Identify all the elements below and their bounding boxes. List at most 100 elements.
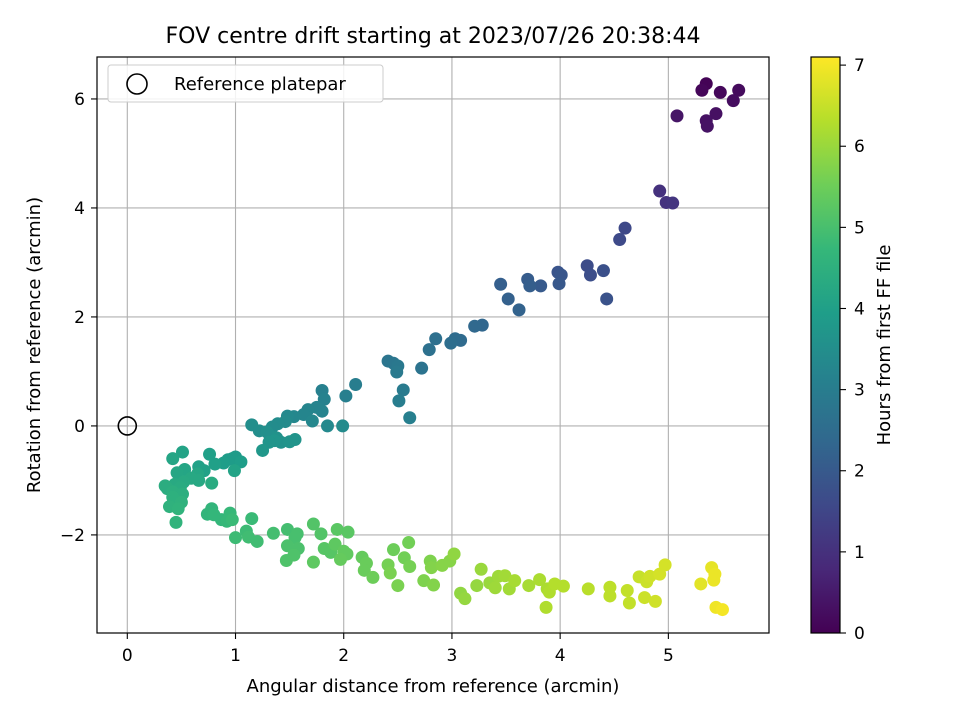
x-tick-label: 0 xyxy=(122,646,133,666)
scatter-point xyxy=(280,522,294,536)
scatter-point xyxy=(170,466,184,480)
scatter-point xyxy=(494,277,508,291)
scatter-point xyxy=(415,361,429,375)
scatter-point xyxy=(470,579,484,593)
colorbar: 0 1 2 3 4 5 6 7 Hours from first FF file xyxy=(810,56,895,644)
colorbar-ticks: 0 1 2 3 4 5 6 7 xyxy=(840,56,865,644)
scatter-point xyxy=(266,526,280,540)
scatter-point xyxy=(317,392,331,406)
scatter-point xyxy=(245,512,259,526)
reference-point xyxy=(117,416,138,436)
scatter-point xyxy=(208,457,222,471)
scatter-point xyxy=(583,268,597,282)
scatter-point xyxy=(534,279,548,293)
colorbar-tick-label: 3 xyxy=(854,381,865,401)
colorbar-tick-label: 0 xyxy=(854,624,865,644)
scatter-point xyxy=(498,569,512,583)
legend: Reference platepar xyxy=(107,64,384,103)
y-tick-label: 0 xyxy=(74,417,85,437)
scatter-point xyxy=(171,502,185,516)
scatter-point xyxy=(600,292,614,306)
scatter-point xyxy=(474,562,488,576)
scatter-point xyxy=(700,119,714,133)
scatter-point xyxy=(695,83,709,97)
scatter-point xyxy=(613,233,627,247)
scatter-point xyxy=(713,85,727,99)
legend-marker xyxy=(126,73,148,95)
plot-area: 0 1 2 3 4 5 −2 0 2 4 6 xyxy=(60,56,770,666)
scatter-point xyxy=(288,433,302,447)
y-axis-label: Rotation from reference (arcmin) xyxy=(24,197,45,493)
scatter-point xyxy=(341,525,355,539)
scatter-point xyxy=(366,570,380,584)
scatter-point xyxy=(508,574,522,588)
scatter-point xyxy=(225,513,239,527)
scatter-point xyxy=(522,579,536,593)
scatter-point xyxy=(603,589,617,603)
scatter-point xyxy=(402,536,416,550)
scatter-point xyxy=(417,574,431,588)
colorbar-tick-label: 2 xyxy=(854,462,865,482)
scatter-point xyxy=(333,552,347,566)
scatter-point xyxy=(392,394,406,408)
scatter-point xyxy=(256,443,270,457)
scatter-point xyxy=(330,522,344,536)
y-tick-label: 4 xyxy=(74,199,85,219)
x-tick-label: 2 xyxy=(338,646,349,666)
scatter-point xyxy=(227,464,241,478)
x-tick-label: 4 xyxy=(555,646,566,666)
scatter-point xyxy=(339,389,353,403)
colorbar-label: Hours from first FF file xyxy=(874,245,895,446)
scatter-point xyxy=(357,563,371,577)
scatter-point xyxy=(666,196,680,210)
scatter-point xyxy=(383,566,397,580)
x-tick-label: 3 xyxy=(447,646,458,666)
scatter-point xyxy=(468,319,482,333)
legend-label: Reference platepar xyxy=(174,74,346,95)
legend-box xyxy=(107,64,384,103)
scatter-point xyxy=(320,419,334,433)
scatter-point xyxy=(314,527,328,541)
scatter-point xyxy=(429,332,443,346)
scatter-point xyxy=(552,277,566,291)
colorbar-tick-label: 6 xyxy=(854,137,865,157)
scatter-point xyxy=(622,596,636,610)
x-axis-label: Angular distance from reference (arcmin) xyxy=(247,676,620,697)
y-tick-label: 6 xyxy=(74,90,85,110)
plot-frame xyxy=(96,56,770,634)
scatter-point xyxy=(306,555,320,569)
scatter-point xyxy=(458,592,472,606)
scatter-point xyxy=(422,343,436,357)
scatter-point xyxy=(391,579,405,593)
scatter-point xyxy=(328,537,342,551)
y-axis-ticks: −2 0 2 4 6 xyxy=(60,90,97,546)
scatter-point xyxy=(732,83,746,97)
x-tick-label: 1 xyxy=(230,646,241,666)
scatter-point xyxy=(288,531,302,545)
scatter-point xyxy=(349,378,363,392)
scatter-point xyxy=(306,517,320,531)
scatter-point xyxy=(726,94,740,108)
scatter-point xyxy=(709,107,723,121)
scatter-point xyxy=(512,303,526,317)
scatter-point xyxy=(280,539,294,553)
scatter-point xyxy=(205,476,219,490)
scatter-point xyxy=(390,365,404,379)
scatter-point xyxy=(694,577,708,591)
colorbar-tick-label: 4 xyxy=(854,299,865,319)
scatter-point xyxy=(715,603,729,617)
scatter-point xyxy=(336,419,350,433)
scatter-point xyxy=(638,591,652,605)
scatter-point xyxy=(447,547,461,561)
scatter-point xyxy=(670,109,684,123)
scatter-point xyxy=(596,264,610,278)
scatter-point xyxy=(315,404,329,418)
scatter-point xyxy=(203,447,217,461)
scatter-point xyxy=(643,569,657,583)
y-tick-label: −2 xyxy=(60,526,85,546)
scatter-point xyxy=(192,473,206,487)
scatter-point xyxy=(556,579,570,593)
scatter-point xyxy=(581,582,595,596)
scatter-point xyxy=(403,560,417,574)
